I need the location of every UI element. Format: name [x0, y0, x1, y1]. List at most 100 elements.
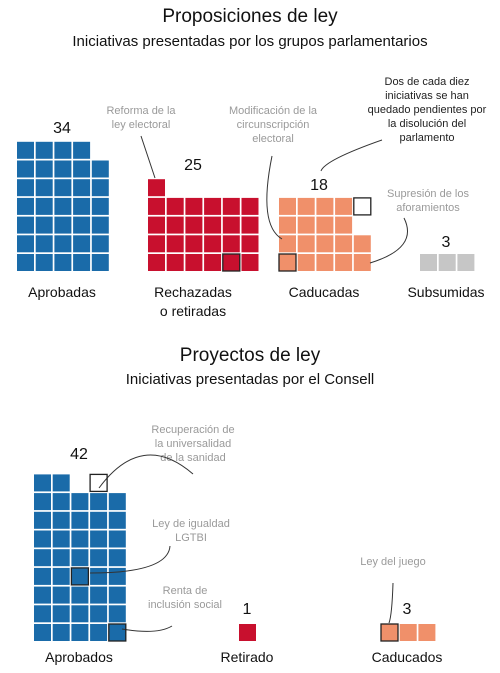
waffle-cell [241, 235, 259, 253]
waffle-cell [399, 624, 417, 641]
annotation-4: Supresión de los aforamientos [353, 188, 469, 264]
waffle-cell [34, 624, 51, 641]
waffle-cell [73, 141, 91, 159]
annotation-leader-line [89, 545, 171, 574]
waffle-cell [297, 216, 315, 234]
waffle-cell [222, 197, 240, 215]
waffle-cell [52, 567, 70, 585]
waffle-cell [108, 493, 126, 511]
annotation-text: electoral [252, 133, 294, 145]
waffle-cell [34, 530, 51, 548]
waffle-cell [34, 493, 51, 511]
waffle-cell [353, 235, 371, 253]
annotation-text: quedado pendientes por [368, 104, 487, 116]
waffle-cell [279, 254, 296, 271]
annotation-leader-line [388, 582, 394, 624]
waffle-cell [297, 197, 315, 215]
annotation-2: Modificación de la circunscripción elector… [229, 105, 318, 272]
waffle-chart-2: 42 Aprobados 1 Retirado 3 Caducados Recuperaci… [34, 424, 442, 665]
annotation-text: Ley de igualdad [152, 518, 230, 530]
waffle-cell [17, 197, 34, 215]
annotation-text: inclusión social [148, 599, 222, 611]
waffle-group-2: 25 Rechazadas o retiradas [148, 157, 259, 319]
waffle-cell [52, 624, 70, 641]
annotation-leader-line [98, 454, 194, 489]
waffle-cell [34, 567, 51, 585]
waffle-cell [316, 197, 334, 215]
waffle-cell [316, 216, 334, 234]
waffle-cell [17, 216, 34, 234]
waffle-cell [71, 567, 89, 585]
waffle-cell [71, 530, 89, 548]
waffle-cell [457, 254, 475, 271]
waffle-cell [297, 235, 315, 253]
group-label: Subsumidas [407, 284, 484, 300]
waffle-cell [108, 624, 126, 641]
annotation-text: la disolución del [388, 118, 466, 130]
waffle-cell [90, 586, 108, 604]
group-count: 18 [310, 177, 328, 194]
waffle-cell [108, 511, 126, 529]
waffle-cell [166, 235, 184, 253]
waffle-cell [316, 254, 334, 271]
waffle-cell [73, 160, 91, 178]
group-count: 34 [53, 120, 71, 137]
waffle-cell [34, 511, 51, 529]
annotation-1: Recuperación de la universalidad de la san… [89, 424, 235, 493]
waffle-cell [381, 624, 398, 641]
waffle-cell [71, 549, 89, 567]
waffle-cell [54, 216, 72, 234]
waffle-cell [35, 160, 53, 178]
waffle-cell [353, 254, 371, 271]
chart-title: Proyectos de ley [180, 345, 321, 366]
waffle-cell [279, 216, 296, 234]
waffle-cell [204, 254, 222, 271]
group-label: o retiradas [160, 303, 226, 319]
waffle-cell [204, 197, 222, 215]
waffle-group-1: 42 Aprobados [34, 446, 126, 665]
highlighted-cell [353, 197, 372, 216]
waffle-cell [335, 254, 353, 271]
waffle-cell [241, 254, 259, 271]
waffle-cell [90, 511, 108, 529]
waffle-cell [17, 141, 34, 159]
waffle-cell [73, 197, 91, 215]
waffle-cell [241, 216, 259, 234]
waffle-cell [71, 493, 89, 511]
group-count: 1 [243, 601, 252, 618]
waffle-cell [108, 530, 126, 548]
waffle-cell [335, 235, 353, 253]
waffle-cell [35, 216, 53, 234]
waffle-cell [54, 235, 72, 253]
waffle-cell [35, 254, 53, 271]
waffle-cell [52, 474, 70, 492]
waffle-group-3: 3 Caducados [372, 601, 443, 665]
group-label: Retirado [221, 649, 274, 665]
waffle-cell [166, 254, 184, 271]
waffle-cell [148, 197, 165, 215]
annotation-leader-line [140, 135, 156, 179]
annotation-4: Ley del juego [360, 556, 426, 642]
highlighted-cell [380, 623, 399, 642]
waffle-cell [418, 624, 436, 641]
annotation-leader-line [320, 139, 383, 172]
waffle-cell [91, 179, 109, 197]
waffle-cell [54, 160, 72, 178]
annotation-text: LGTBI [175, 532, 207, 544]
waffle-cell [90, 493, 108, 511]
waffle-cell [73, 179, 91, 197]
waffle-cell [90, 605, 108, 623]
annotation-text: ley electoral [112, 119, 171, 131]
waffle-cell [54, 179, 72, 197]
waffle-cell [108, 549, 126, 567]
waffle-cell [148, 235, 165, 253]
waffle-cell [335, 197, 353, 215]
waffle-cell [52, 530, 70, 548]
waffle-cell [52, 605, 70, 623]
annotation-leader-line [121, 625, 173, 632]
waffle-cell [148, 216, 165, 234]
waffle-cell [297, 254, 315, 271]
waffle-cell [54, 254, 72, 271]
annotation-text: Ley del juego [360, 556, 425, 568]
waffle-cell [420, 254, 437, 271]
